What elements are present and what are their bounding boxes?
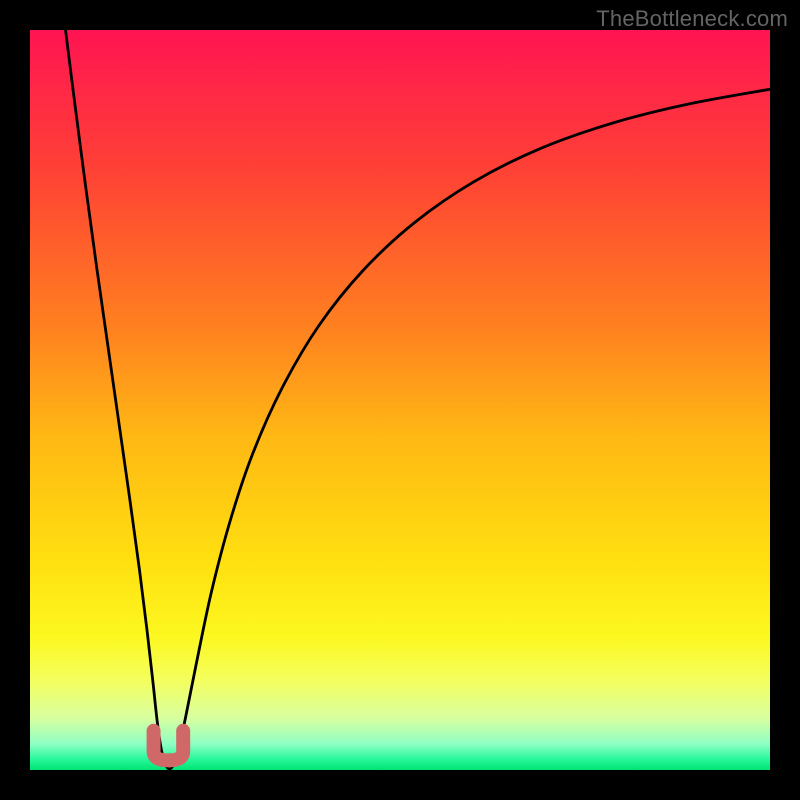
bottleneck-chart — [0, 0, 800, 800]
chart-container: TheBottleneck.com — [0, 0, 800, 800]
plot-background — [30, 30, 770, 770]
